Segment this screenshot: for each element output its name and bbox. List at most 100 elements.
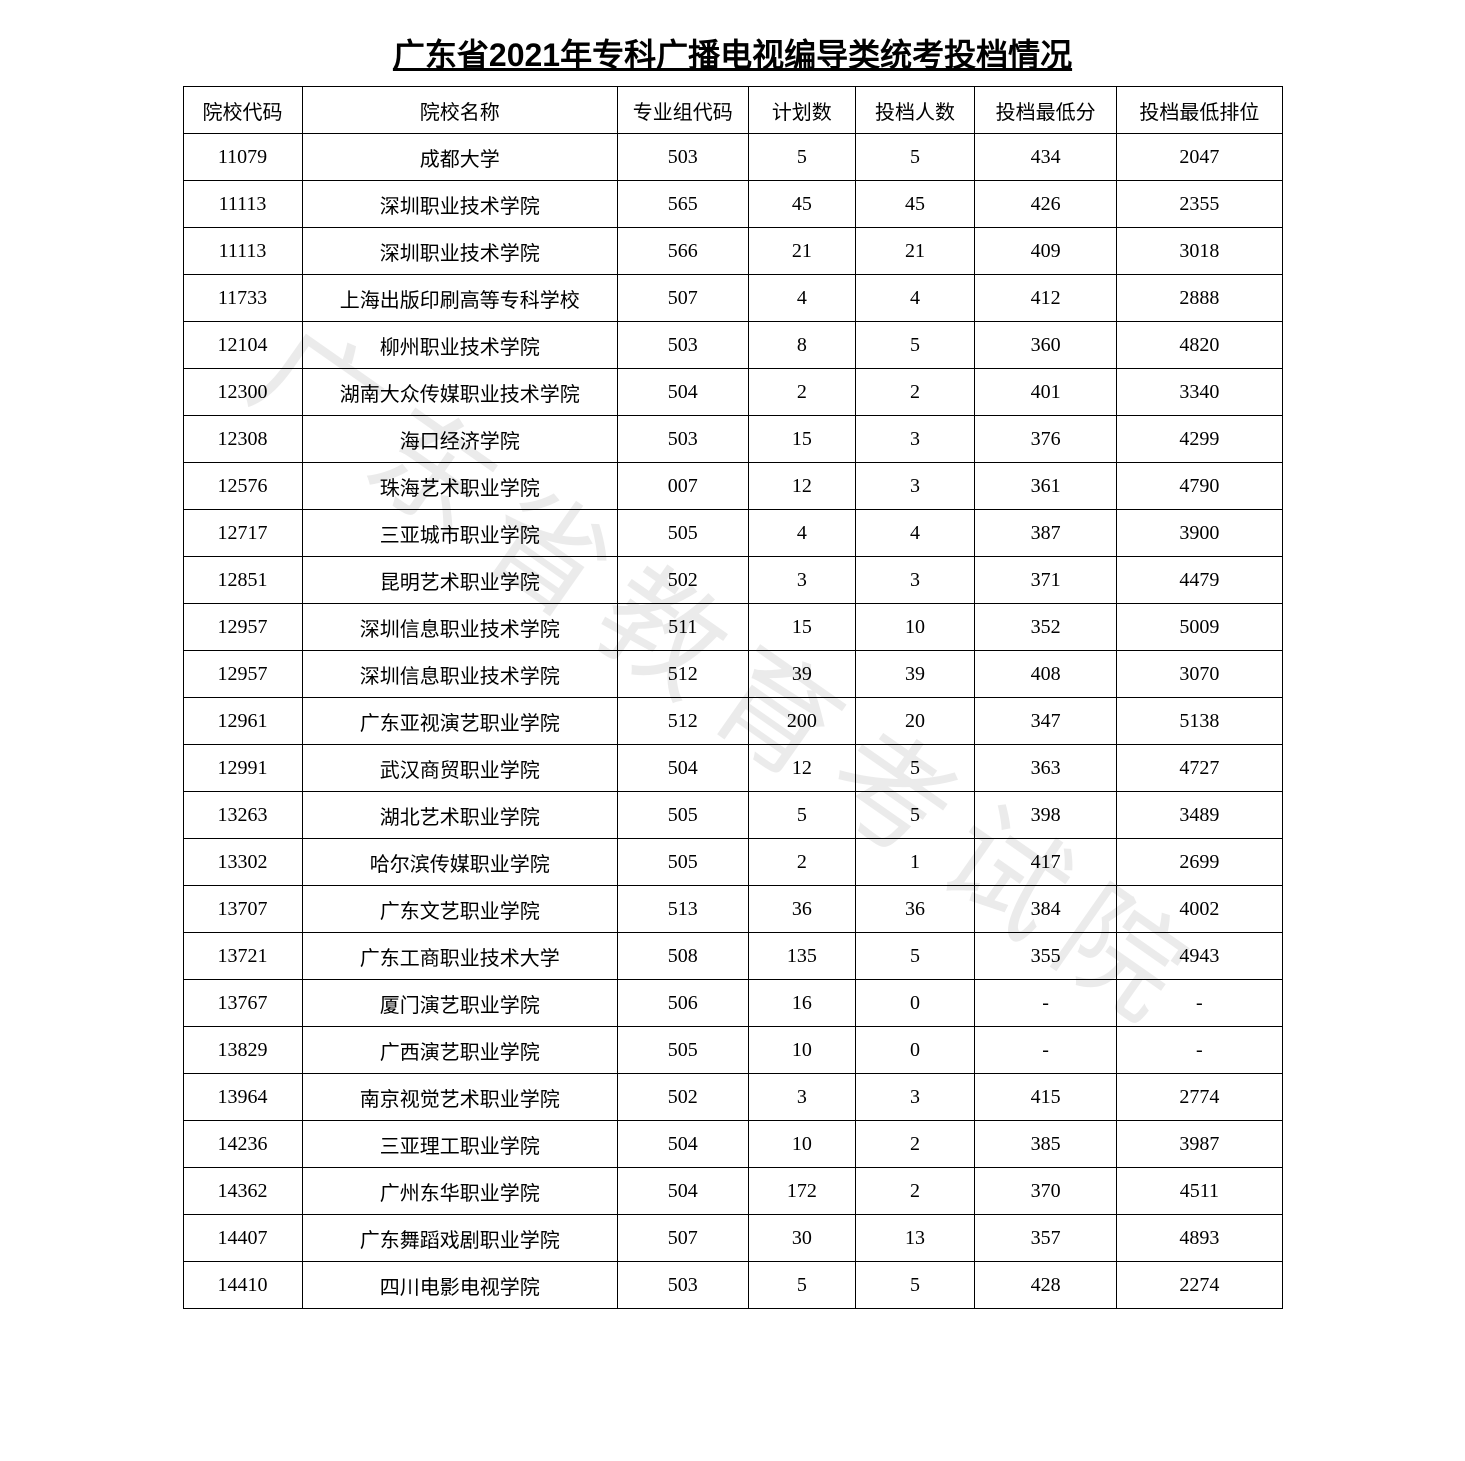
- table-cell: 39: [748, 651, 855, 698]
- table-cell: 387: [975, 510, 1117, 557]
- col-header-group: 专业组代码: [618, 87, 749, 134]
- table-cell: 415: [975, 1074, 1117, 1121]
- table-header-row: 院校代码 院校名称 专业组代码 计划数 投档人数 投档最低分 投档最低排位: [183, 87, 1282, 134]
- table-cell: 512: [618, 651, 749, 698]
- table-cell: 428: [975, 1262, 1117, 1309]
- table-cell: 12851: [183, 557, 302, 604]
- table-cell: 2: [856, 1168, 975, 1215]
- table-cell: 南京视觉艺术职业学院: [302, 1074, 617, 1121]
- table-cell: 2355: [1117, 181, 1282, 228]
- table-cell: 4943: [1117, 933, 1282, 980]
- table-cell: 12: [748, 463, 855, 510]
- table-cell: 371: [975, 557, 1117, 604]
- table-cell: 13767: [183, 980, 302, 1027]
- table-cell: 11733: [183, 275, 302, 322]
- table-cell: 2774: [1117, 1074, 1282, 1121]
- table-cell: 2699: [1117, 839, 1282, 886]
- table-cell: 503: [618, 1262, 749, 1309]
- table-cell: 13829: [183, 1027, 302, 1074]
- table-cell: 3900: [1117, 510, 1282, 557]
- table-row: 13263湖北艺术职业学院505553983489: [183, 792, 1282, 839]
- col-header-code: 院校代码: [183, 87, 302, 134]
- table-cell: 广西演艺职业学院: [302, 1027, 617, 1074]
- table-row: 14236三亚理工职业学院5041023853987: [183, 1121, 1282, 1168]
- table-cell: -: [1117, 980, 1282, 1027]
- table-cell: 409: [975, 228, 1117, 275]
- table-cell: 13707: [183, 886, 302, 933]
- table-cell: 503: [618, 416, 749, 463]
- table-cell: 0: [856, 1027, 975, 1074]
- table-cell: 417: [975, 839, 1117, 886]
- table-cell: 4820: [1117, 322, 1282, 369]
- table-cell: 13: [856, 1215, 975, 1262]
- table-cell: 502: [618, 1074, 749, 1121]
- table-cell: 503: [618, 134, 749, 181]
- table-cell: 珠海艺术职业学院: [302, 463, 617, 510]
- table-cell: 363: [975, 745, 1117, 792]
- table-cell: 426: [975, 181, 1117, 228]
- table-cell: 3987: [1117, 1121, 1282, 1168]
- table-cell: 502: [618, 557, 749, 604]
- table-cell: 3: [856, 1074, 975, 1121]
- table-row: 12957深圳信息职业技术学院51239394083070: [183, 651, 1282, 698]
- table-cell: 401: [975, 369, 1117, 416]
- table-cell: 15: [748, 416, 855, 463]
- table-cell: 566: [618, 228, 749, 275]
- table-row: 13302哈尔滨传媒职业学院505214172699: [183, 839, 1282, 886]
- table-cell: 384: [975, 886, 1117, 933]
- table-cell: 507: [618, 275, 749, 322]
- table-cell: 3070: [1117, 651, 1282, 698]
- table-cell: 11079: [183, 134, 302, 181]
- table-cell: 0: [856, 980, 975, 1027]
- table-cell: 昆明艺术职业学院: [302, 557, 617, 604]
- table-cell: 12717: [183, 510, 302, 557]
- table-cell: 湖北艺术职业学院: [302, 792, 617, 839]
- table-cell: 357: [975, 1215, 1117, 1262]
- table-cell: 4511: [1117, 1168, 1282, 1215]
- table-row: 14410四川电影电视学院503554282274: [183, 1262, 1282, 1309]
- table-cell: 3018: [1117, 228, 1282, 275]
- table-cell: 12576: [183, 463, 302, 510]
- table-cell: 3: [748, 557, 855, 604]
- table-cell: 1: [856, 839, 975, 886]
- table-cell: 3340: [1117, 369, 1282, 416]
- table-cell: 200: [748, 698, 855, 745]
- table-cell: 2: [856, 369, 975, 416]
- table-cell: 385: [975, 1121, 1117, 1168]
- table-cell: 14407: [183, 1215, 302, 1262]
- table-cell: 广州东华职业学院: [302, 1168, 617, 1215]
- table-cell: 10: [748, 1027, 855, 1074]
- table-cell: 512: [618, 698, 749, 745]
- table-cell: 565: [618, 181, 749, 228]
- table-cell: 深圳职业技术学院: [302, 228, 617, 275]
- table-cell: 504: [618, 745, 749, 792]
- table-cell: 10: [856, 604, 975, 651]
- table-cell: 三亚城市职业学院: [302, 510, 617, 557]
- table-row: 13767厦门演艺职业学院506160--: [183, 980, 1282, 1027]
- col-header-score: 投档最低分: [975, 87, 1117, 134]
- table-cell: 408: [975, 651, 1117, 698]
- table-cell: 11113: [183, 228, 302, 275]
- table-cell: 505: [618, 510, 749, 557]
- table-cell: 45: [748, 181, 855, 228]
- table-cell: 504: [618, 1121, 749, 1168]
- table-cell: 11113: [183, 181, 302, 228]
- table-cell: 007: [618, 463, 749, 510]
- table-cell: 12957: [183, 604, 302, 651]
- table-cell: 505: [618, 839, 749, 886]
- table-row: 12308海口经济学院5031533764299: [183, 416, 1282, 463]
- table-cell: 347: [975, 698, 1117, 745]
- table-cell: 5: [748, 792, 855, 839]
- table-cell: 4: [856, 510, 975, 557]
- table-row: 12717三亚城市职业学院505443873900: [183, 510, 1282, 557]
- table-row: 12961广东亚视演艺职业学院512200203475138: [183, 698, 1282, 745]
- table-cell: 376: [975, 416, 1117, 463]
- table-cell: 12104: [183, 322, 302, 369]
- table-cell: 4: [856, 275, 975, 322]
- table-cell: 5: [856, 745, 975, 792]
- page-title: 广东省2021年专科广播电视编导类统考投档情况: [183, 30, 1283, 76]
- table-cell: 柳州职业技术学院: [302, 322, 617, 369]
- table-row: 12300湖南大众传媒职业技术学院504224013340: [183, 369, 1282, 416]
- table-cell: 四川电影电视学院: [302, 1262, 617, 1309]
- col-header-plan: 计划数: [748, 87, 855, 134]
